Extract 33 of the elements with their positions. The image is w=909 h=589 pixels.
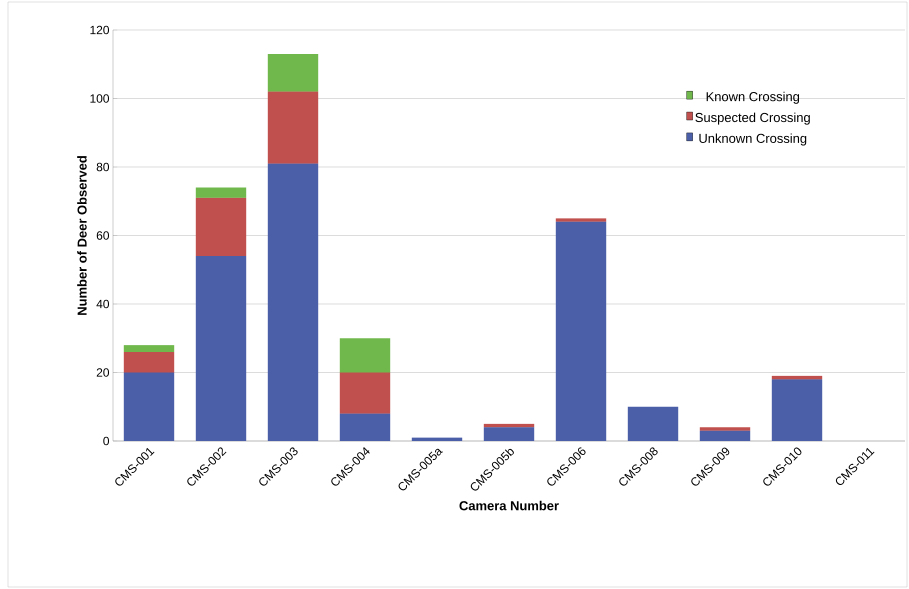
bar [196, 256, 246, 441]
y-tick-label: 80 [96, 162, 110, 172]
bar [124, 372, 174, 441]
y-tick-label: 20 [96, 368, 110, 377]
bar [340, 414, 390, 441]
bar [268, 164, 318, 441]
x-axis-title: Camera Number [460, 500, 559, 510]
y-tick-label: 100 [90, 94, 110, 103]
bar [628, 406, 678, 441]
bar [124, 345, 174, 352]
legend-label: Unknown Crossing [699, 133, 806, 146]
y-tick-label: 60 [96, 231, 110, 240]
y-tick-label: 40 [96, 300, 110, 308]
bar [556, 222, 606, 441]
bar [700, 430, 750, 441]
bar [412, 438, 462, 441]
y-tick-label: 120 [90, 26, 110, 34]
bar [196, 198, 246, 256]
bar [268, 92, 318, 164]
y-axis-title: Number of Deer Observed [77, 156, 87, 315]
bar [556, 218, 606, 222]
bar [772, 379, 822, 441]
bar [124, 352, 174, 372]
bar [340, 338, 390, 372]
y-tick-label: 0 [103, 436, 110, 446]
legend-label: Suspected Crossing [695, 112, 810, 125]
legend-label: Known Crossing [706, 92, 800, 104]
bar [484, 427, 534, 441]
bar [196, 188, 246, 198]
bar [340, 372, 390, 414]
bar [268, 54, 318, 92]
bar [484, 424, 534, 428]
bar [772, 376, 822, 380]
